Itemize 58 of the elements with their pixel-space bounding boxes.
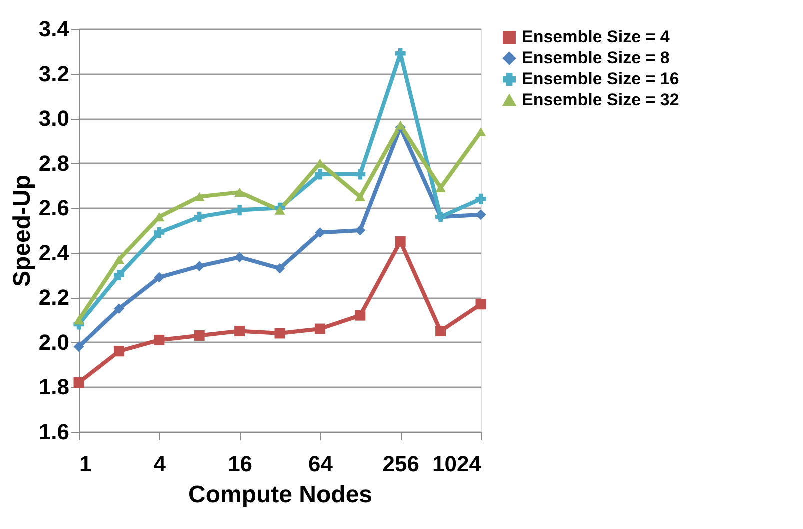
point xyxy=(476,299,486,310)
legend-label: Ensemble Size = 4 xyxy=(522,28,670,46)
point xyxy=(74,378,84,388)
point xyxy=(234,205,246,216)
point xyxy=(114,255,124,264)
point xyxy=(476,210,486,220)
point xyxy=(274,206,286,215)
point xyxy=(355,169,366,180)
point xyxy=(154,272,165,283)
legend-label: Ensemble Size = 8 xyxy=(522,48,670,68)
point xyxy=(194,261,205,272)
x-tick-label: 64 xyxy=(308,452,334,476)
point xyxy=(74,342,84,352)
point xyxy=(234,326,246,336)
x-tick-label: 1024 xyxy=(432,452,482,476)
point xyxy=(355,192,366,202)
y-tick-label: 1.6 xyxy=(38,420,70,444)
point xyxy=(194,330,205,341)
y-tick-label: 2.8 xyxy=(38,150,70,176)
x-tick-label: 4 xyxy=(154,452,167,476)
point xyxy=(194,212,205,222)
x-tick-label: 256 xyxy=(382,452,420,476)
x-tick-label: 1 xyxy=(80,452,92,476)
point xyxy=(194,192,205,202)
point xyxy=(314,169,326,180)
y-tick-label: 1.8 xyxy=(38,374,70,400)
point xyxy=(274,328,286,339)
point xyxy=(114,270,124,281)
y-tick-label: 2.6 xyxy=(38,196,70,221)
point xyxy=(114,304,124,314)
point xyxy=(355,310,366,321)
point xyxy=(476,127,486,137)
point xyxy=(154,227,165,238)
point xyxy=(234,188,246,197)
point xyxy=(114,346,124,357)
y-tick-label: 2.0 xyxy=(38,330,70,355)
point xyxy=(154,334,165,346)
y-tick-label: 2.4 xyxy=(38,240,70,266)
y-axis-title: Speed-Up xyxy=(8,174,36,288)
y-tick-label: 3.4 xyxy=(38,16,70,42)
point xyxy=(395,120,406,130)
point xyxy=(476,194,486,204)
point xyxy=(74,316,84,325)
x-axis-title: Compute Nodes xyxy=(188,482,373,508)
legend-label: Ensemble Size = 32 xyxy=(522,90,680,110)
point xyxy=(314,324,326,334)
point xyxy=(234,252,246,263)
point xyxy=(274,263,286,274)
y-tick-label: 3.2 xyxy=(38,61,70,86)
point xyxy=(436,326,446,336)
point xyxy=(355,225,366,236)
legend-label: Ensemble Size = 16 xyxy=(522,70,680,88)
point xyxy=(436,183,446,192)
x-tick-label: 16 xyxy=(228,452,253,476)
y-tick-label: 2.2 xyxy=(38,285,70,310)
y-tick-label: 3.0 xyxy=(38,106,70,132)
point xyxy=(395,236,406,247)
point xyxy=(314,227,326,238)
